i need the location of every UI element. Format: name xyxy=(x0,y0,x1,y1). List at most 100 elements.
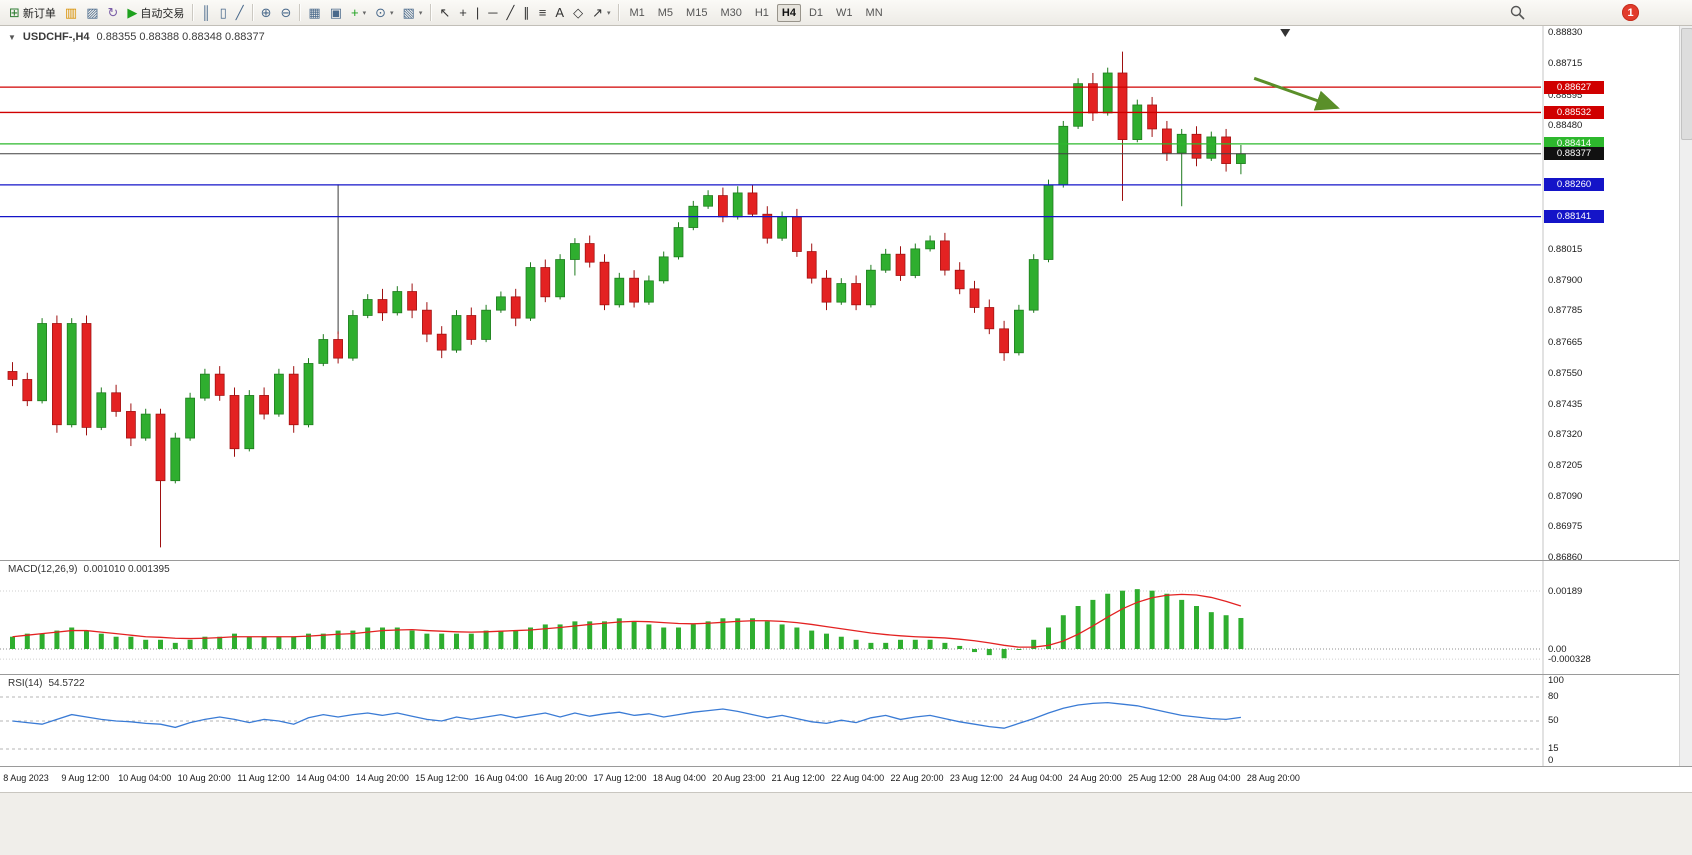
periods-button[interactable]: ⊙ ▾ xyxy=(371,2,397,23)
timeframe-D1[interactable]: D1 xyxy=(808,6,824,19)
rsi-indicator-panel[interactable]: RSI(14) 54.5722 100 80 50 15 0 xyxy=(0,674,1692,766)
time-axis: 8 Aug 2023 9 Aug 12:00 10 Aug 04:00 10 Aug … xyxy=(0,766,1692,792)
candle-body xyxy=(244,395,255,450)
new-chart-icon: ▥ xyxy=(64,5,78,20)
zoom-in-button[interactable]: ⊕ xyxy=(257,2,276,23)
macd-histogram-bar xyxy=(572,621,578,649)
new-chart-button[interactable]: ▥ xyxy=(61,2,81,23)
candle-body xyxy=(777,216,787,239)
vertical-line-button[interactable]: | xyxy=(472,2,483,23)
candle-body xyxy=(126,411,136,439)
text-tool-icon: A xyxy=(555,5,565,20)
one-click-trading-expander-icon[interactable]: ▼ xyxy=(8,32,16,42)
autotrading-button[interactable]: ▶ 自动交易 xyxy=(123,2,188,23)
fibonacci-button[interactable]: ≡ xyxy=(535,2,551,23)
templates-button[interactable]: ▧ ▾ xyxy=(399,2,427,23)
time-axis-label: 15 Aug 12:00 xyxy=(415,773,469,783)
candle-body xyxy=(185,397,195,439)
candle-body xyxy=(570,243,580,260)
tile-windows-button[interactable]: ▦ xyxy=(304,2,324,23)
price-axis-label: 0.86860 xyxy=(1548,552,1583,560)
candle-body xyxy=(1221,136,1231,164)
macd-histogram-bar xyxy=(735,618,741,649)
vertical-scrollbar[interactable] xyxy=(1679,26,1692,766)
candle-body xyxy=(52,323,62,426)
candle-body xyxy=(140,413,151,439)
macd-histogram-bar xyxy=(1016,649,1022,650)
candle-body xyxy=(466,315,477,340)
search-icon[interactable] xyxy=(1510,5,1525,20)
arrange-windows-icon: ▣ xyxy=(329,5,343,20)
macd-histogram-bar xyxy=(646,624,652,649)
timeframe-H1[interactable]: H1 xyxy=(754,6,769,19)
time-axis-label: 10 Aug 20:00 xyxy=(177,773,231,783)
arrange-windows-button[interactable]: ▣ xyxy=(326,2,346,23)
timeframe-M30[interactable]: M30 xyxy=(720,6,742,19)
autotrading-button-label: 自动交易 xyxy=(140,7,185,20)
candle-body xyxy=(451,315,462,351)
time-axis-label: 11 Aug 12:00 xyxy=(237,773,290,783)
macd-histogram-bar xyxy=(454,633,459,649)
horizontal-line-button[interactable]: ─ xyxy=(484,2,501,23)
macd-histogram-bar xyxy=(661,627,667,649)
trendline-button[interactable]: ╱ xyxy=(502,2,518,23)
profiles-icon: ▨ xyxy=(86,5,99,20)
notification-badge[interactable]: 1 xyxy=(1622,4,1639,21)
line-chart-button[interactable]: ╱ xyxy=(232,2,248,23)
label-button[interactable]: ◇ xyxy=(569,2,587,23)
macd-histogram-bar xyxy=(838,636,844,649)
new-order-button[interactable]: ⊞ 新订单 xyxy=(5,2,60,23)
macd-histogram-bar xyxy=(809,630,815,649)
timeframe-M5[interactable]: M5 xyxy=(657,6,674,19)
candle-body xyxy=(1058,125,1069,186)
indicators-button[interactable]: + ▾ xyxy=(347,2,370,23)
text-button[interactable]: A xyxy=(551,2,568,23)
macd-indicator-panel[interactable]: MACD(12,26,9) 0.001010 0.001395 0.00189 0… xyxy=(0,560,1692,674)
price-line-badge: 0.88414 xyxy=(1544,137,1604,151)
candle-body xyxy=(880,253,891,271)
candle-body xyxy=(732,192,743,218)
timeframe-M1[interactable]: M1 xyxy=(629,6,645,19)
price-chart-panel[interactable]: ▼ USDCHF-,H4 0.88355 0.88388 0.88348 0.8… xyxy=(0,26,1692,560)
macd-histogram-bar xyxy=(587,621,593,649)
macd-histogram-bar xyxy=(306,633,311,649)
price-axis-label: 0.87090 xyxy=(1548,490,1583,502)
price-chart-canvas[interactable] xyxy=(0,26,1692,560)
time-axis-label: 16 Aug 20:00 xyxy=(534,773,588,783)
macd-histogram-bar xyxy=(172,642,178,649)
macd-histogram-bar xyxy=(1149,590,1155,649)
refresh-button[interactable]: ↻ xyxy=(104,2,123,23)
cursor-button[interactable]: ↖ xyxy=(435,2,454,23)
channel-button[interactable]: ∥ xyxy=(519,2,534,23)
bar-chart-button[interactable]: ║ xyxy=(197,2,214,23)
macd-canvas[interactable] xyxy=(0,561,1692,674)
candle-body xyxy=(1236,153,1246,164)
zoom-out-button[interactable]: ⊖ xyxy=(277,2,296,23)
time-axis-label: 20 Aug 23:00 xyxy=(712,773,766,783)
candle-body xyxy=(377,299,388,314)
scrollbar-thumb[interactable] xyxy=(1681,28,1692,140)
timeframe-W1[interactable]: W1 xyxy=(836,6,853,19)
macd-histogram-bar xyxy=(1105,593,1111,649)
chevron-down-icon: ▾ xyxy=(390,9,394,17)
macd-histogram-bar xyxy=(1179,599,1185,649)
candle-body xyxy=(22,379,33,402)
templates-icon: ▧ xyxy=(402,5,415,20)
candle-body xyxy=(96,392,107,428)
candle-body xyxy=(747,192,758,215)
macd-histogram-bar xyxy=(957,645,963,649)
timeframe-M15[interactable]: M15 xyxy=(686,6,708,19)
timeframe-H4[interactable]: H4 xyxy=(776,3,801,22)
candle-chart-button[interactable]: ▯ xyxy=(216,2,231,23)
crosshair-button[interactable]: + xyxy=(455,2,471,23)
arrows-button[interactable]: ↗ ▾ xyxy=(588,2,614,23)
price-line-badge: 0.88627 xyxy=(1544,80,1604,94)
channel-tool-icon: ∥ xyxy=(523,5,530,20)
timeframe-MN[interactable]: MN xyxy=(865,6,883,19)
candle-body xyxy=(540,267,551,298)
chevron-down-icon: ▾ xyxy=(418,9,423,17)
price-axis-label: 0.87900 xyxy=(1548,274,1583,286)
rsi-canvas[interactable] xyxy=(0,675,1692,766)
profiles-button[interactable]: ▨ xyxy=(82,2,102,23)
time-axis-label: 21 Aug 12:00 xyxy=(771,773,825,783)
